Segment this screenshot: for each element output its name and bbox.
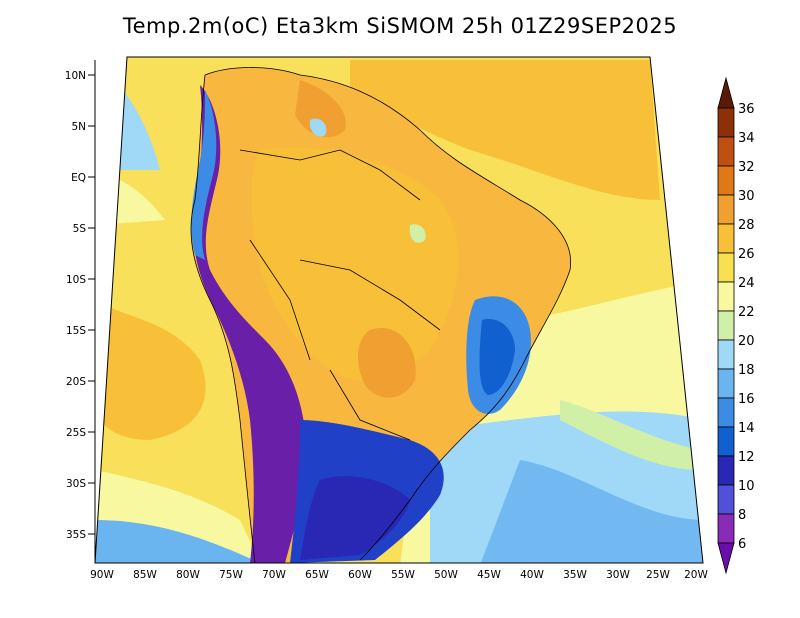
lon-label-20w: 20W	[684, 569, 708, 581]
colorbar-label: 10	[738, 479, 755, 494]
temperature-field	[95, 57, 703, 563]
map-title: Temp.2m(oC) Eta3km SiSMOM 25h 01Z29SEP20…	[122, 14, 678, 38]
colorbar-segment	[717, 397, 735, 428]
colorbar-segment	[717, 252, 735, 283]
colorbar-segment	[717, 339, 735, 370]
colorbar-segment	[717, 136, 735, 167]
colorbar-label: 36	[738, 102, 755, 117]
lon-label-30w: 30W	[606, 569, 630, 581]
colorbar-segment	[717, 368, 735, 399]
lat-label-20s: 20S	[66, 376, 86, 388]
lon-label-80w: 80W	[176, 569, 200, 581]
latitude-axis: 10N 5N EQ 5S 10S 15S 20S 25S 30S 35S	[65, 70, 95, 541]
lon-label-85w: 85W	[133, 569, 157, 581]
colorbar-label: 22	[738, 305, 755, 320]
colorbar-label: 6	[738, 537, 746, 552]
lat-label-35s: 35S	[66, 529, 86, 541]
lon-label-90w: 90W	[90, 569, 114, 581]
lat-label-10n: 10N	[65, 70, 86, 82]
colorbar-label: 12	[738, 450, 755, 465]
colorbar: 6 8 10 12 14 16 18 20 22 24 26 28 30 32 34 36	[717, 76, 755, 575]
colorbar-label: 32	[738, 160, 755, 175]
colorbar-segment	[717, 165, 735, 196]
lat-label-5n: 5N	[71, 121, 86, 133]
lat-label-30s: 30S	[66, 478, 86, 490]
colorbar-segment	[717, 513, 735, 544]
lat-label-15s: 15S	[66, 325, 86, 337]
colorbar-segment	[717, 484, 735, 515]
lon-label-60w: 60W	[348, 569, 372, 581]
colorbar-label: 20	[738, 334, 755, 349]
colorbar-segment	[717, 194, 735, 225]
lat-label-10s: 10S	[66, 274, 86, 286]
lon-label-50w: 50W	[434, 569, 458, 581]
colorbar-label: 24	[738, 276, 755, 291]
longitude-axis: 90W 85W 80W 75W 70W 65W 60W 55W 50W 45W …	[90, 569, 708, 581]
colorbar-label: 26	[738, 247, 755, 262]
colorbar-segment	[717, 426, 735, 457]
colorbar-top-arrow	[717, 76, 735, 109]
colorbar-label: 18	[738, 363, 755, 378]
lon-label-45w: 45W	[477, 569, 501, 581]
colorbar-segment	[717, 281, 735, 312]
colorbar-segment	[717, 223, 735, 254]
colorbar-label: 34	[738, 131, 755, 146]
lat-label-5s: 5S	[73, 223, 87, 235]
colorbar-label: 8	[738, 508, 746, 523]
country-borders	[190, 67, 572, 564]
lon-label-65w: 65W	[305, 569, 329, 581]
colorbar-segment	[717, 455, 735, 486]
colorbar-label: 14	[738, 421, 755, 436]
colorbar-bottom-arrow	[717, 542, 735, 575]
lon-label-35w: 35W	[563, 569, 587, 581]
colorbar-label: 30	[738, 189, 755, 204]
colorbar-segment	[717, 107, 735, 138]
lat-label-eq: EQ	[71, 172, 86, 184]
colorbar-label: 28	[738, 218, 755, 233]
lon-label-55w: 55W	[391, 569, 415, 581]
colorbar-segment	[717, 310, 735, 341]
lon-label-70w: 70W	[262, 569, 286, 581]
lat-label-25s: 25S	[66, 427, 86, 439]
lon-label-40w: 40W	[520, 569, 544, 581]
lon-label-75w: 75W	[219, 569, 243, 581]
colorbar-label: 16	[738, 392, 755, 407]
lon-label-25w: 25W	[646, 569, 670, 581]
